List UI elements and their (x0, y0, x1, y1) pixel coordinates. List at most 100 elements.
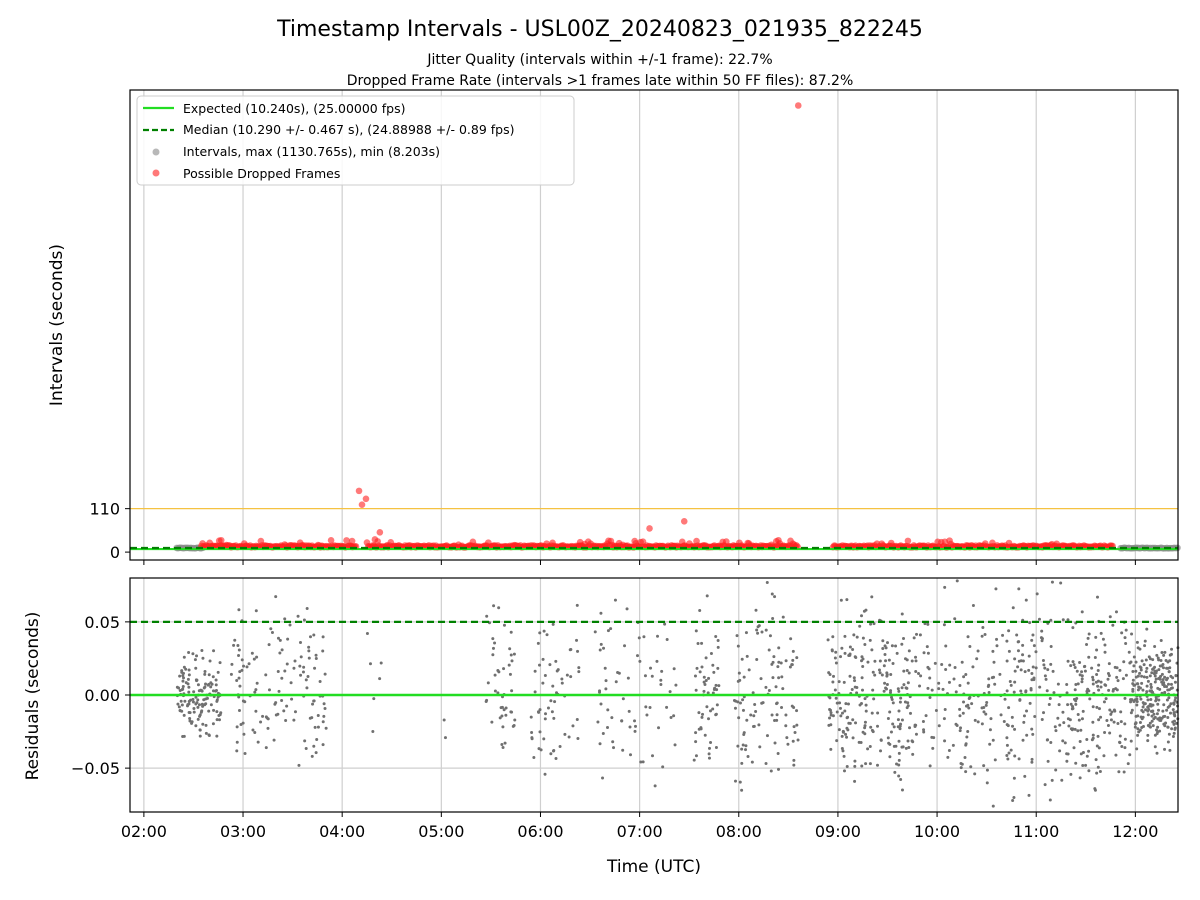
residual-point (184, 667, 188, 671)
residual-point (1123, 737, 1127, 741)
residual-point (1123, 636, 1127, 640)
residual-point (958, 683, 962, 687)
residual-point (194, 666, 198, 670)
residual-point (767, 688, 771, 692)
residual-point (993, 758, 997, 762)
residual-point (644, 705, 648, 709)
residual-point (253, 690, 257, 694)
residual-point (784, 659, 788, 663)
residual-point (1076, 712, 1080, 716)
residual-point (1043, 674, 1047, 678)
residual-point (928, 695, 932, 699)
residual-point (1151, 703, 1155, 707)
residual-point (754, 710, 758, 714)
residual-point (922, 730, 926, 734)
residual-point (741, 708, 745, 712)
residual-point (1069, 702, 1073, 706)
residual-point (1008, 679, 1012, 683)
residual-point (192, 707, 196, 711)
residual-point (198, 714, 202, 718)
residual-point (919, 674, 923, 678)
residual-point (1167, 696, 1171, 700)
residual-point (215, 710, 219, 714)
residual-point (182, 655, 186, 659)
residual-point (1043, 666, 1047, 670)
residual-point (633, 729, 637, 733)
residual-point (1072, 697, 1076, 701)
residual-point (698, 609, 702, 613)
residual-point (1019, 689, 1023, 693)
residual-point (958, 714, 962, 718)
residual-point (1040, 629, 1044, 633)
residual-point (542, 629, 546, 633)
residual-point (906, 739, 910, 743)
residual-point (1106, 723, 1110, 727)
residual-point (882, 664, 886, 668)
residual-point (611, 740, 615, 744)
residual-point (840, 747, 844, 751)
residual-point (254, 609, 258, 613)
residual-point (292, 718, 296, 722)
residual-point (910, 659, 914, 663)
residual-point (833, 688, 837, 692)
residual-point (853, 759, 857, 763)
residual-point (971, 665, 975, 669)
residual-point (709, 741, 713, 745)
residual-point (1129, 660, 1133, 664)
residual-point (241, 721, 245, 725)
residual-point (596, 720, 600, 724)
residual-point (316, 713, 320, 717)
residual-point (1065, 682, 1069, 686)
residual-point (768, 634, 772, 638)
residual-point (1153, 680, 1157, 684)
residual-point (780, 675, 784, 679)
residual-point (1013, 727, 1017, 731)
residual-point (696, 642, 700, 646)
residual-point (702, 689, 706, 693)
residual-point (240, 658, 244, 662)
residual-point (1025, 709, 1029, 713)
residual-point (1175, 721, 1179, 725)
residual-point (1018, 698, 1022, 702)
residual-point (1091, 705, 1095, 709)
dropped-frame-outlier (631, 537, 638, 545)
residual-point (843, 651, 847, 655)
residual-point (826, 638, 830, 642)
residual-point (188, 716, 192, 720)
residual-point (1156, 702, 1160, 706)
residual-point (493, 641, 497, 645)
residual-point (558, 744, 562, 748)
residual-point (1150, 671, 1154, 675)
residual-point (178, 674, 182, 678)
residual-point (712, 670, 716, 674)
residual-point (1151, 667, 1155, 671)
residual-point (715, 703, 719, 707)
residual-point (828, 716, 832, 720)
residual-point (864, 762, 868, 766)
residual-point (1088, 697, 1092, 701)
residual-point (668, 690, 672, 694)
residual-point (1169, 702, 1173, 706)
residual-point (209, 685, 213, 689)
residual-point (1148, 663, 1152, 667)
residual-point (844, 732, 848, 736)
residual-point (1079, 752, 1083, 756)
residual-point (674, 683, 678, 687)
residual-point (991, 804, 995, 808)
residual-point (1120, 631, 1124, 635)
residual-point (1165, 698, 1169, 702)
residual-point (215, 718, 219, 722)
dropped-frame-outlier (376, 529, 384, 536)
residual-point (962, 700, 966, 704)
residual-point (267, 643, 271, 647)
residual-point (901, 745, 905, 749)
residual-point (846, 702, 850, 706)
residual-point (841, 730, 845, 734)
residual-point (1163, 747, 1167, 751)
residual-point (1159, 719, 1163, 723)
residual-point (1146, 713, 1150, 717)
residual-point (663, 622, 667, 626)
residual-point (908, 726, 912, 730)
residual-point (795, 723, 799, 727)
residual-point (1069, 772, 1073, 776)
